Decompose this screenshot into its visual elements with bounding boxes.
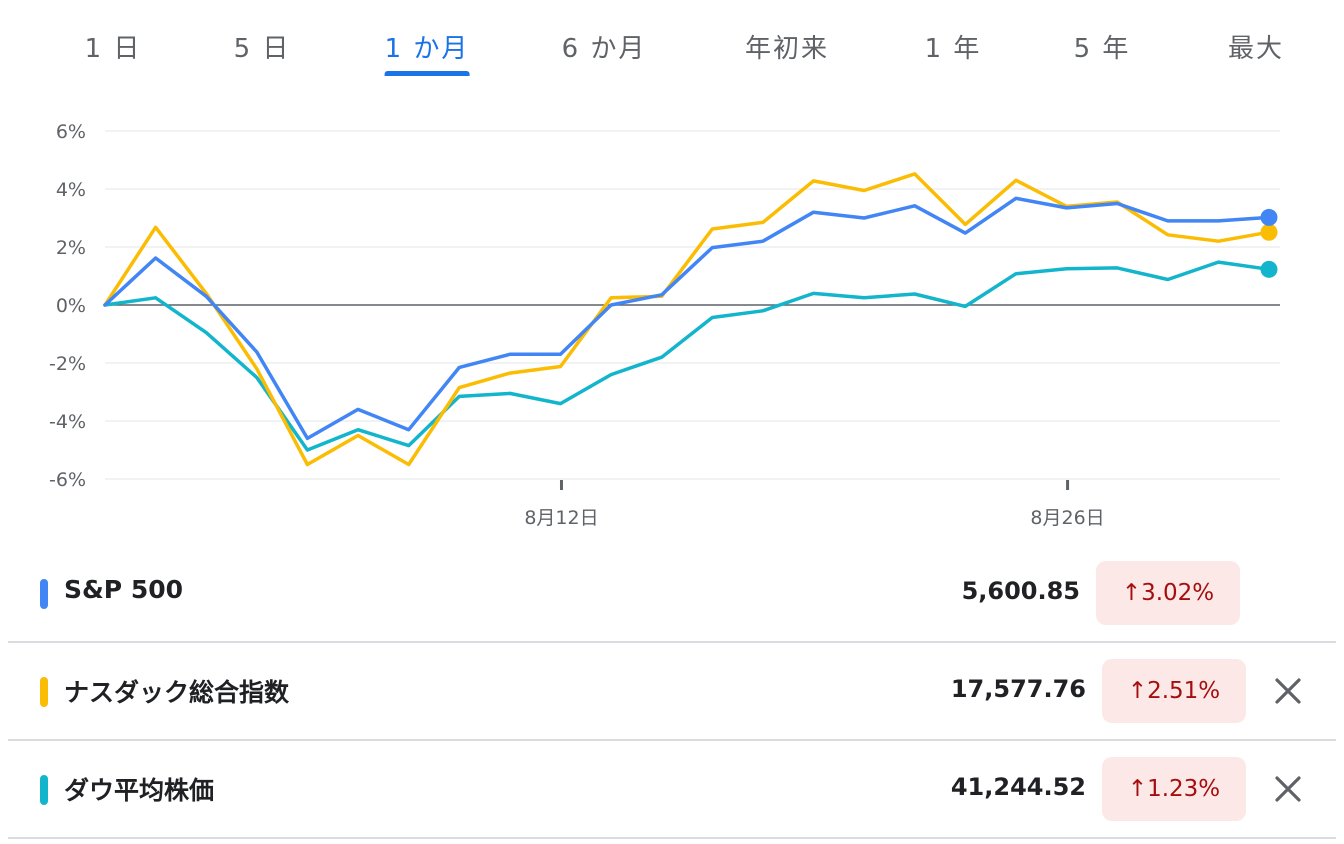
tab-label: 1 か月: [384, 34, 470, 64]
y-tick-label: -2%: [49, 353, 86, 375]
tab-label: 1 日: [84, 34, 142, 64]
series-line: [103, 260, 1271, 452]
index-name: S&P 500: [64, 575, 184, 604]
series-color-bar: [40, 579, 48, 609]
tab-5-year[interactable]: 5 年: [1074, 28, 1131, 74]
index-row-dow[interactable]: ダウ平均株価 41,244.52 ↑1.23%: [8, 741, 1336, 839]
change-badge: ↑1.23%: [1102, 757, 1246, 821]
tab-5-day[interactable]: 5 日: [234, 28, 291, 74]
series-end-dot: [1260, 260, 1278, 278]
tab-label: 最大: [1227, 34, 1285, 64]
index-name: ナスダック総合指数: [64, 678, 290, 707]
tab-1-month[interactable]: 1 か月: [384, 28, 470, 76]
close-icon[interactable]: [1270, 771, 1306, 807]
x-tick-label: 8月26日: [1030, 507, 1104, 529]
index-price: 5,600.85: [961, 577, 1080, 605]
tab-1-day[interactable]: 1 日: [85, 28, 142, 74]
x-tick-label: 8月12日: [524, 507, 598, 529]
y-tick-label: 4%: [56, 179, 86, 201]
series-end-dot: [1260, 223, 1278, 241]
y-tick-label: 6%: [56, 121, 86, 143]
index-row-nasdaq[interactable]: ナスダック総合指数 17,577.76 ↑2.51%: [8, 643, 1336, 741]
tab-6-month[interactable]: 6 か月: [562, 28, 647, 74]
range-tabs: 1 日 5 日 1 か月 6 か月 年初来 1 年 5 年 最大: [0, 0, 1344, 100]
close-icon[interactable]: [1270, 673, 1306, 709]
index-row-sp500[interactable]: S&P 500 5,600.85 ↑3.02%: [8, 545, 1336, 643]
tab-underline: [384, 71, 470, 76]
tab-max[interactable]: 最大: [1228, 28, 1284, 74]
tab-label: 5 年: [1073, 34, 1131, 64]
index-name: ダウ平均株価: [64, 776, 215, 805]
series-color-bar: [40, 677, 48, 707]
series-end-dot: [1260, 208, 1278, 226]
change-badge: ↑2.51%: [1102, 659, 1246, 723]
y-tick-label: -6%: [49, 469, 86, 491]
series-color-bar: [40, 775, 48, 805]
change-value: ↑2.51%: [1127, 678, 1221, 704]
y-tick-label: 2%: [56, 237, 86, 259]
change-value: ↑3.02%: [1121, 580, 1215, 606]
tab-label: 5 日: [233, 34, 291, 64]
index-price: 17,577.76: [950, 675, 1086, 703]
tab-label: 6 か月: [561, 34, 647, 64]
tab-label: 1 年: [924, 34, 982, 64]
y-tick-label: 0%: [56, 295, 86, 317]
change-badge: ↑3.02%: [1096, 561, 1240, 625]
tab-ytd[interactable]: 年初来: [745, 28, 829, 74]
change-value: ↑1.23%: [1127, 776, 1221, 802]
tab-label: 年初来: [744, 34, 830, 64]
y-tick-label: -4%: [49, 411, 86, 433]
series-line: [103, 196, 1271, 441]
comparison-line-chart: 6% 4% 2% 0% -2% -4% -6% 8月12日 8月26日: [49, 121, 1280, 529]
index-price: 41,244.52: [950, 773, 1086, 801]
tab-1-year[interactable]: 1 年: [925, 28, 982, 74]
